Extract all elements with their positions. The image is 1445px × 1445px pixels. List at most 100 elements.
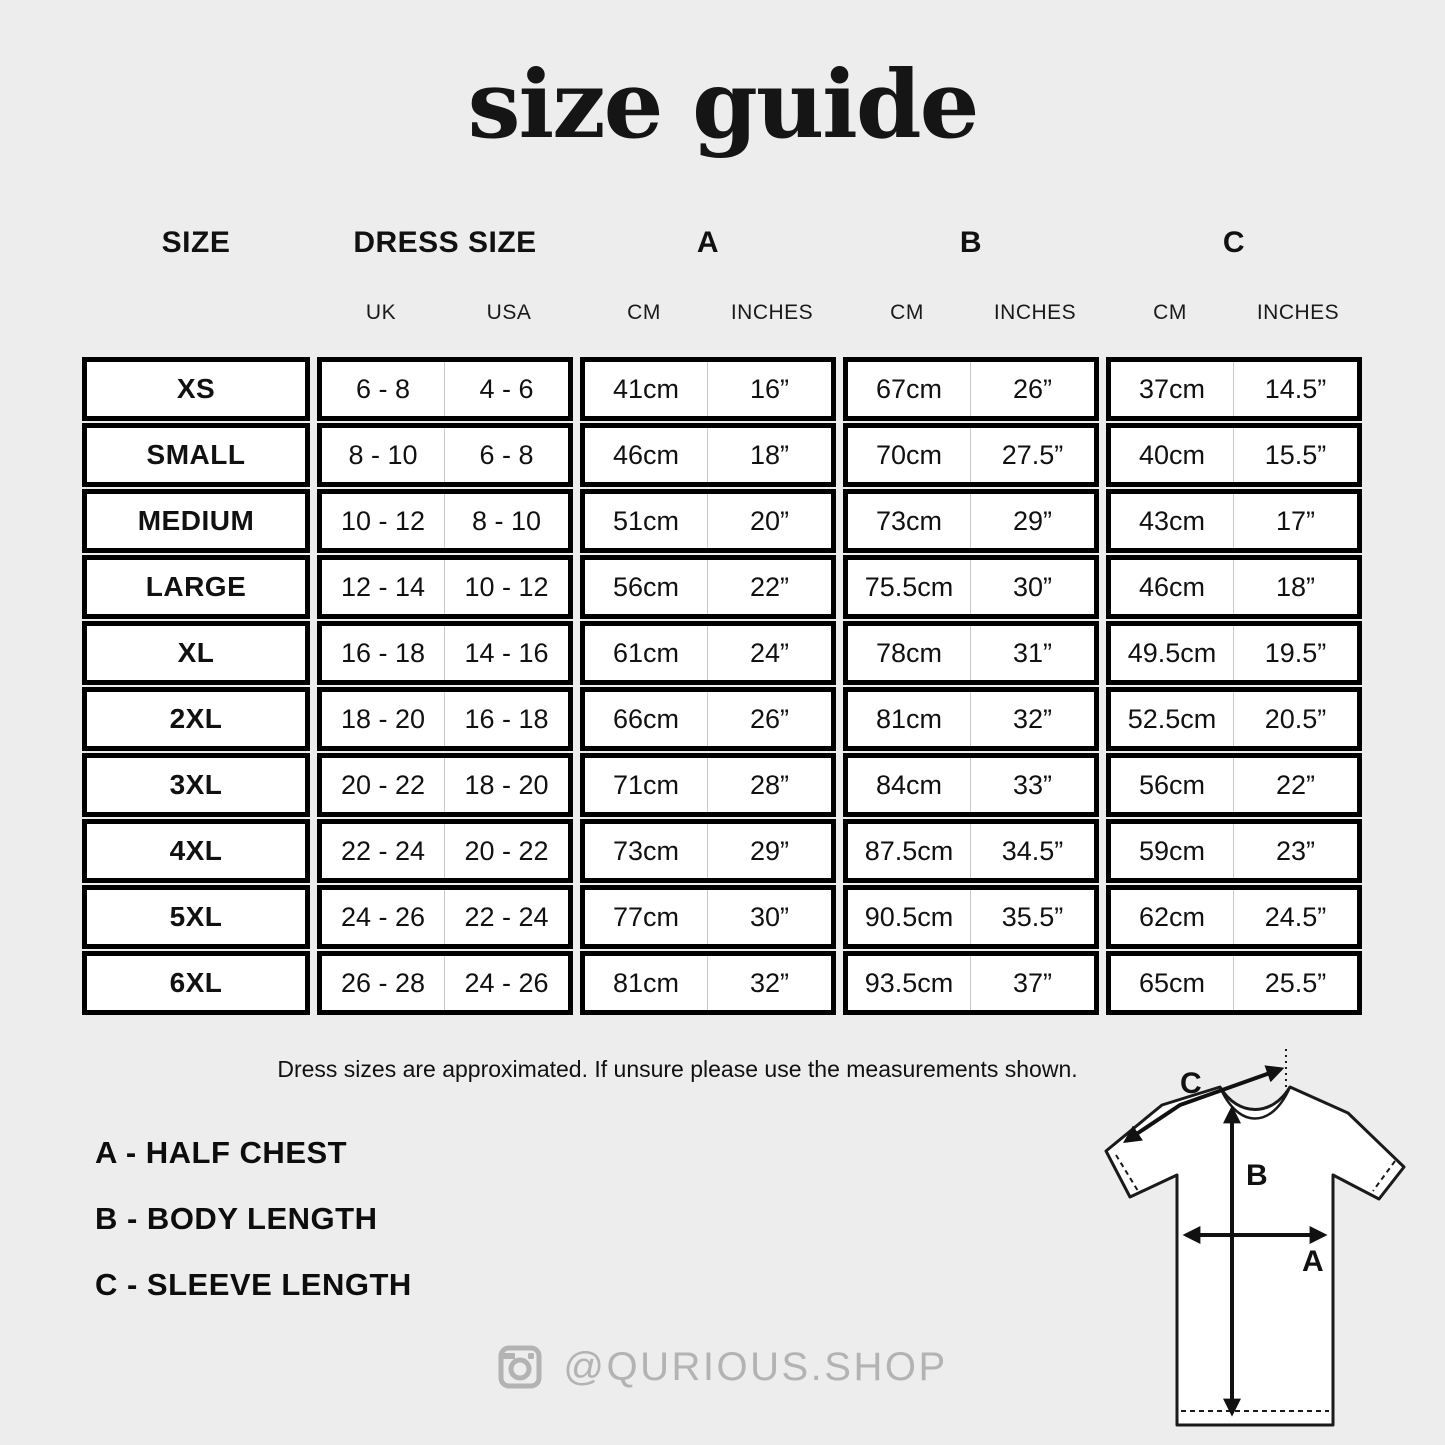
header-b: B (959, 226, 983, 259)
value-a-cm: 41cm (585, 362, 708, 416)
body-length-cell: 73cm 29” (843, 489, 1099, 553)
legend-sleeve-length: C - SLEEVE LENGTH (95, 1267, 412, 1302)
dress-size-cell: 6 - 8 4 - 6 (317, 357, 573, 421)
subheader-c-inches: INCHES (1256, 301, 1340, 324)
value-a-cm: 71cm (585, 758, 708, 812)
half-chest-cell: 56cm 22” (580, 555, 836, 619)
value-uk: 10 - 12 (322, 494, 445, 548)
body-length-cell: 75.5cm 30” (843, 555, 1099, 619)
value-b-inches: 35.5” (1001, 901, 1064, 932)
half-chest-cell: 51cm 20” (580, 489, 836, 553)
value-a-inches: 28” (749, 769, 790, 800)
value-c-cm: 37cm (1111, 362, 1234, 416)
c-measure-arrow (1123, 1065, 1285, 1143)
value-usa: 22 - 24 (464, 901, 549, 932)
value-b-cm: 70cm (848, 428, 971, 482)
value-b-inches: 33” (1012, 769, 1053, 800)
sleeve-length-cell: 65cm 25.5” (1106, 951, 1362, 1015)
value-c-cm: 65cm (1111, 956, 1234, 1010)
sleeve-length-cell: 40cm 15.5” (1106, 423, 1362, 487)
body-length-cell: 87.5cm 34.5” (843, 819, 1099, 883)
value-a-cm: 81cm (585, 956, 708, 1010)
value-b-cm: 87.5cm (848, 824, 971, 878)
body-length-cell: 81cm 32” (843, 687, 1099, 751)
value-usa: 24 - 26 (464, 967, 549, 998)
value-c-inches: 24.5” (1264, 901, 1327, 932)
sleeve-length-cell: 59cm 23” (1106, 819, 1362, 883)
sleeve-length-cell: 56cm 22” (1106, 753, 1362, 817)
value-usa: 14 - 16 (464, 637, 549, 668)
size-label: XS (82, 357, 310, 421)
dress-size-cell: 20 - 22 18 - 20 (317, 753, 573, 817)
value-c-inches: 23” (1275, 835, 1316, 866)
value-usa: 6 - 8 (479, 439, 534, 470)
page-title: size guide (467, 50, 980, 160)
value-a-inches: 26” (749, 703, 790, 734)
half-chest-cell: 81cm 32” (580, 951, 836, 1015)
value-c-inches: 20.5” (1264, 703, 1327, 734)
value-uk: 22 - 24 (322, 824, 445, 878)
value-c-cm: 40cm (1111, 428, 1234, 482)
value-uk: 24 - 26 (322, 890, 445, 944)
value-usa: 20 - 22 (464, 835, 549, 866)
dress-size-cell: 18 - 20 16 - 18 (317, 687, 573, 751)
body-length-cell: 67cm 26” (843, 357, 1099, 421)
size-label: 5XL (82, 885, 310, 949)
value-a-cm: 73cm (585, 824, 708, 878)
value-b-cm: 93.5cm (848, 956, 971, 1010)
size-label: 2XL (82, 687, 310, 751)
left-sleeve-hem-dashed (1115, 1154, 1139, 1192)
half-chest-cell: 46cm 18” (580, 423, 836, 487)
tshirt-measurement-diagram: B A C (1080, 1035, 1430, 1445)
value-a-cm: 46cm (585, 428, 708, 482)
subheader-usa: USA (486, 301, 532, 324)
header-a: A (696, 226, 720, 259)
value-a-cm: 66cm (585, 692, 708, 746)
value-usa: 8 - 10 (471, 505, 542, 536)
sleeve-length-cell: 62cm 24.5” (1106, 885, 1362, 949)
value-a-inches: 32” (749, 967, 790, 998)
half-chest-cell: 61cm 24” (580, 621, 836, 685)
subheader-b-cm: CM (890, 301, 924, 324)
size-label: MEDIUM (82, 489, 310, 553)
value-c-inches: 25.5” (1264, 967, 1327, 998)
body-length-cell: 70cm 27.5” (843, 423, 1099, 487)
value-uk: 6 - 8 (322, 362, 445, 416)
value-usa: 10 - 12 (464, 571, 549, 602)
value-b-cm: 81cm (848, 692, 971, 746)
value-c-inches: 17” (1275, 505, 1316, 536)
value-c-cm: 52.5cm (1111, 692, 1234, 746)
value-b-inches: 34.5” (1001, 835, 1064, 866)
value-uk: 12 - 14 (322, 560, 445, 614)
body-length-cell: 78cm 31” (843, 621, 1099, 685)
header-size: SIZE (161, 226, 231, 259)
sleeve-length-cell: 46cm 18” (1106, 555, 1362, 619)
instagram-camera-icon (498, 1345, 542, 1389)
value-c-inches: 14.5” (1264, 373, 1327, 404)
value-b-cm: 67cm (848, 362, 971, 416)
value-a-inches: 30” (749, 901, 790, 932)
value-b-inches: 30” (1012, 571, 1053, 602)
body-length-cell: 90.5cm 35.5” (843, 885, 1099, 949)
size-label: XL (82, 621, 310, 685)
body-length-cell: 93.5cm 37” (843, 951, 1099, 1015)
sleeve-length-cell: 49.5cm 19.5” (1106, 621, 1362, 685)
value-a-cm: 77cm (585, 890, 708, 944)
dress-size-cell: 26 - 28 24 - 26 (317, 951, 573, 1015)
value-a-cm: 61cm (585, 626, 708, 680)
dress-size-cell: 8 - 10 6 - 8 (317, 423, 573, 487)
value-c-cm: 49.5cm (1111, 626, 1234, 680)
header-c: C (1222, 226, 1246, 259)
value-c-inches: 19.5” (1264, 637, 1327, 668)
size-label: 3XL (82, 753, 310, 817)
value-c-inches: 18” (1275, 571, 1316, 602)
value-b-cm: 84cm (848, 758, 971, 812)
value-a-inches: 22” (749, 571, 790, 602)
size-label: 6XL (82, 951, 310, 1015)
dress-size-cell: 22 - 24 20 - 22 (317, 819, 573, 883)
value-a-inches: 20” (749, 505, 790, 536)
value-uk: 8 - 10 (322, 428, 445, 482)
subheader-b-inches: INCHES (993, 301, 1077, 324)
